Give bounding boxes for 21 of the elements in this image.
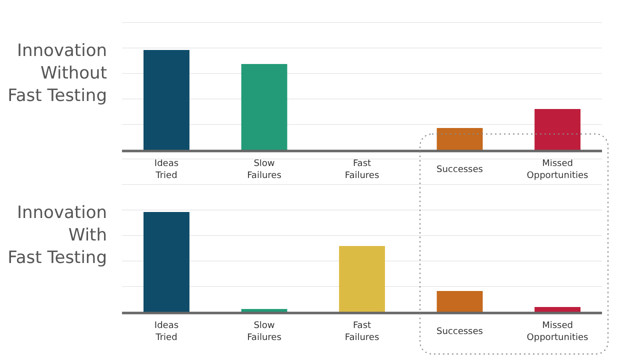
bar	[241, 309, 288, 312]
bar	[534, 109, 580, 150]
bar	[144, 50, 190, 150]
x-tick-label: Successes	[436, 327, 484, 337]
bar	[144, 212, 190, 312]
text: Innovation Without Fast Testing	[8, 41, 108, 106]
x-tick-label: Fast Failures	[344, 159, 380, 181]
x-tick-label: Missed Opportunities	[526, 321, 589, 343]
bar	[436, 291, 483, 312]
x-tick-label: Fast Failures	[344, 321, 380, 343]
text: Innovation With Fast Testing	[8, 203, 107, 268]
x-tick-label: Successes	[436, 165, 484, 175]
bar	[436, 128, 483, 150]
bar	[339, 246, 385, 312]
bar	[241, 64, 288, 150]
x-tick-label: Slow Failures	[247, 159, 282, 181]
bar	[534, 307, 580, 312]
x-tick-label: Ideas Tried	[154, 159, 179, 181]
x-tick-label: Missed Opportunities	[526, 159, 589, 181]
x-tick-label: Slow Failures	[247, 321, 282, 343]
x-tick-label: Ideas Tried	[154, 321, 179, 343]
